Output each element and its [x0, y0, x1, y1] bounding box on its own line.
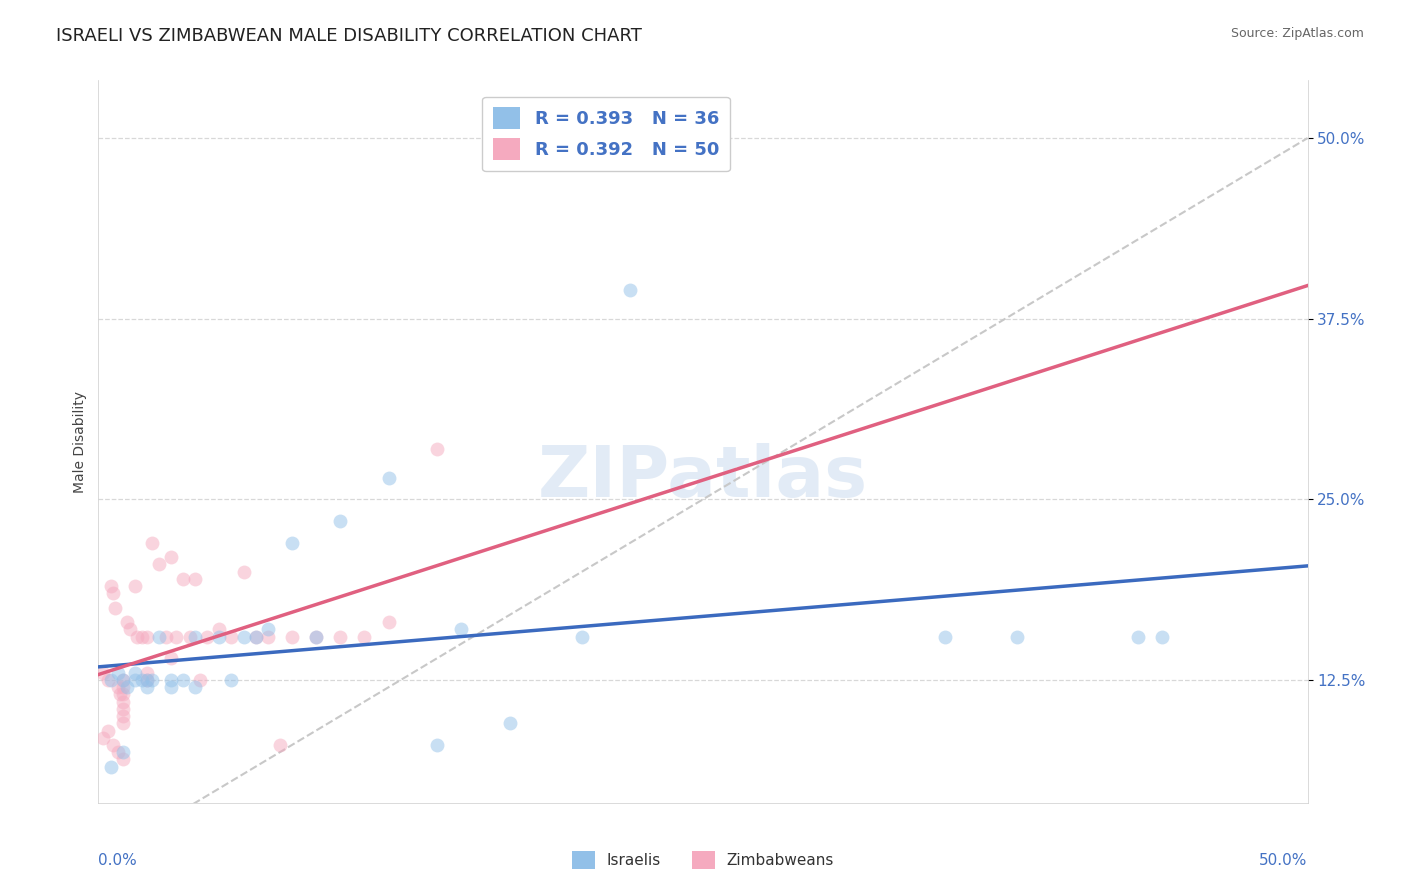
Point: [104, 600, 127, 615]
Text: ISRAELI VS ZIMBABWEAN MALE DISABILITY CORRELATION CHART: ISRAELI VS ZIMBABWEAN MALE DISABILITY CO…: [56, 27, 643, 45]
Point: [107, 665, 129, 680]
Point: [281, 535, 304, 549]
Point: [111, 680, 134, 694]
Point: [160, 651, 183, 665]
Point: [111, 673, 134, 687]
Point: [148, 558, 170, 572]
Point: [377, 615, 399, 630]
Point: [101, 738, 124, 752]
Point: [184, 572, 207, 586]
Point: [571, 630, 593, 644]
Point: [221, 630, 243, 644]
Point: [184, 630, 207, 644]
Point: [172, 673, 194, 687]
Legend: Israelis, Zimbabweans: Israelis, Zimbabweans: [565, 845, 841, 875]
Point: [245, 630, 267, 644]
Point: [107, 680, 129, 694]
Point: [101, 586, 124, 600]
Point: [165, 630, 187, 644]
Point: [160, 673, 183, 687]
Point: [124, 673, 146, 687]
Y-axis label: Male Disability: Male Disability: [73, 391, 87, 492]
Point: [498, 716, 520, 731]
Point: [179, 630, 201, 644]
Point: [934, 630, 956, 644]
Point: [208, 630, 231, 644]
Point: [117, 615, 139, 630]
Point: [100, 579, 122, 593]
Point: [100, 673, 122, 687]
Point: [245, 630, 267, 644]
Point: [426, 442, 449, 456]
Point: [160, 680, 183, 694]
Point: [619, 283, 641, 297]
Point: [91, 731, 114, 745]
Text: 50.0%: 50.0%: [1260, 854, 1308, 869]
Point: [141, 535, 163, 549]
Point: [111, 687, 134, 701]
Point: [97, 723, 120, 738]
Point: [124, 579, 146, 593]
Point: [256, 623, 278, 637]
Text: Source: ZipAtlas.com: Source: ZipAtlas.com: [1230, 27, 1364, 40]
Point: [232, 630, 254, 644]
Point: [305, 630, 328, 644]
Point: [353, 630, 375, 644]
Point: [148, 630, 170, 644]
Point: [1128, 630, 1150, 644]
Point: [135, 665, 157, 680]
Point: [281, 630, 304, 644]
Point: [111, 716, 134, 731]
Point: [172, 572, 194, 586]
Point: [127, 630, 149, 644]
Point: [135, 673, 157, 687]
Point: [155, 630, 177, 644]
Point: [111, 752, 134, 766]
Legend: R = 0.393   N = 36, R = 0.392   N = 50: R = 0.393 N = 36, R = 0.392 N = 50: [482, 96, 730, 171]
Point: [195, 630, 218, 644]
Point: [160, 550, 183, 565]
Point: [111, 745, 134, 759]
Point: [329, 514, 352, 528]
Point: [329, 630, 352, 644]
Text: 0.0%: 0.0%: [98, 854, 138, 869]
Point: [91, 665, 114, 680]
Point: [111, 695, 134, 709]
Point: [111, 709, 134, 723]
Point: [208, 623, 231, 637]
Point: [1007, 630, 1029, 644]
Point: [100, 760, 122, 774]
Point: [117, 680, 139, 694]
Point: [135, 680, 157, 694]
Point: [450, 623, 472, 637]
Point: [141, 673, 163, 687]
Point: [232, 565, 254, 579]
Point: [131, 673, 153, 687]
Point: [426, 738, 449, 752]
Point: [1152, 630, 1174, 644]
Point: [131, 630, 153, 644]
Point: [221, 673, 243, 687]
Point: [97, 673, 120, 687]
Point: [188, 673, 211, 687]
Point: [108, 687, 131, 701]
Point: [256, 630, 278, 644]
Point: [107, 745, 129, 759]
Point: [305, 630, 328, 644]
Point: [184, 680, 207, 694]
Point: [111, 702, 134, 716]
Point: [135, 673, 157, 687]
Point: [377, 470, 399, 484]
Text: ZIPatlas: ZIPatlas: [538, 443, 868, 512]
Point: [269, 738, 291, 752]
Point: [118, 623, 141, 637]
Point: [124, 665, 146, 680]
Point: [111, 673, 134, 687]
Point: [135, 630, 157, 644]
